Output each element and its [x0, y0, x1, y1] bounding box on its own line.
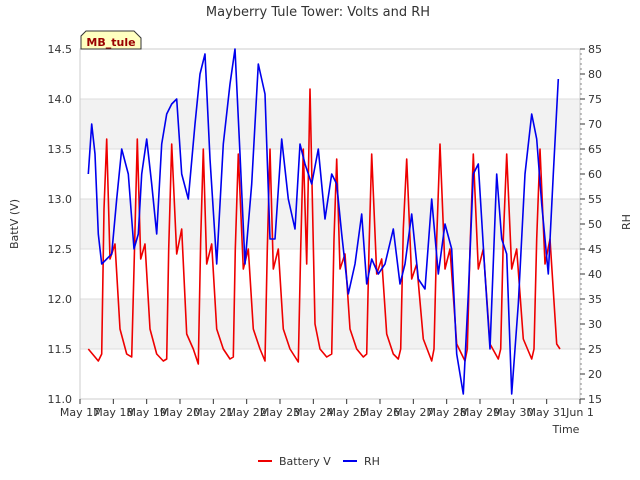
station-badge: MB_tule [80, 30, 142, 50]
y-left-tick-label: 11.0 [48, 393, 73, 406]
x-tick-label: Jun 1 [565, 406, 594, 419]
x-tick-label: May 26 [360, 406, 400, 419]
x-tick-label: May 21 [193, 406, 233, 419]
grid-band [80, 99, 580, 149]
y-right-tick-label: 40 [588, 268, 602, 281]
y-right-tick-label: 15 [588, 393, 602, 406]
plot-bands [80, 99, 580, 349]
legend-label-battery-v: Battery V [279, 455, 331, 468]
y-axis-right-label: RH [620, 214, 633, 230]
y-left-tick-label: 14.5 [48, 43, 73, 56]
x-tick-label: May 30 [493, 406, 533, 419]
x-tick-label: May 24 [293, 406, 333, 419]
x-tick-label: May 19 [127, 406, 167, 419]
y-right-tick-label: 50 [588, 218, 602, 231]
y-right-tick-label: 80 [588, 68, 602, 81]
series-line-battery-v [87, 88, 561, 365]
y-right-tick-label: 75 [588, 93, 602, 106]
y-left-tick-label: 13.5 [48, 143, 73, 156]
y-right-tick-label: 55 [588, 193, 602, 206]
x-tick-label: May 31 [527, 406, 567, 419]
x-tick-label: May 25 [327, 406, 367, 419]
series-layer [87, 48, 561, 395]
y-right-tick-label: 20 [588, 368, 602, 381]
y-right-tick-label: 60 [588, 168, 602, 181]
y-left-tick-label: 12.5 [48, 243, 73, 256]
station-badge-shape [80, 30, 142, 50]
y-right-tick-label: 25 [588, 343, 602, 356]
y-right-tick-label: 85 [588, 43, 602, 56]
y-right-tick-label: 65 [588, 143, 602, 156]
x-tick-label: May 23 [260, 406, 300, 419]
y-left-tick-label: 12.0 [48, 293, 73, 306]
legend: Battery V RH [258, 455, 380, 468]
y-right-tick-label: 30 [588, 318, 602, 331]
x-axis-label: Time [552, 423, 580, 436]
x-tick-label: May 27 [393, 406, 433, 419]
x-tick-label: May 17 [60, 406, 100, 419]
x-tick-label: May 22 [227, 406, 267, 419]
y-right-tick-label: 70 [588, 118, 602, 131]
grid-band [80, 299, 580, 349]
x-tick-label: May 20 [160, 406, 200, 419]
y-left-tick-label: 11.5 [48, 343, 73, 356]
y-right-tick-label: 45 [588, 243, 602, 256]
x-tick-label: May 29 [460, 406, 500, 419]
x-tick-label: May 28 [427, 406, 467, 419]
y-left-tick-label: 14.0 [48, 93, 73, 106]
chart-title: Mayberry Tule Tower: Volts and RH [206, 5, 430, 20]
series-line-rh [87, 48, 560, 395]
grid-band [80, 199, 580, 249]
y-left-tick-label: 13.0 [48, 193, 73, 206]
axes: 11.0 11.5 12.0 12.5 13.0 13.5 14.0 14.5 15 20 25 30… [48, 43, 603, 419]
station-badge-text: MB_tule [86, 36, 135, 49]
legend-label-rh: RH [364, 455, 380, 468]
y-axis-left-label: BattV (V) [8, 199, 21, 249]
x-tick-label: May 18 [93, 406, 133, 419]
y-right-tick-label: 35 [588, 293, 602, 306]
